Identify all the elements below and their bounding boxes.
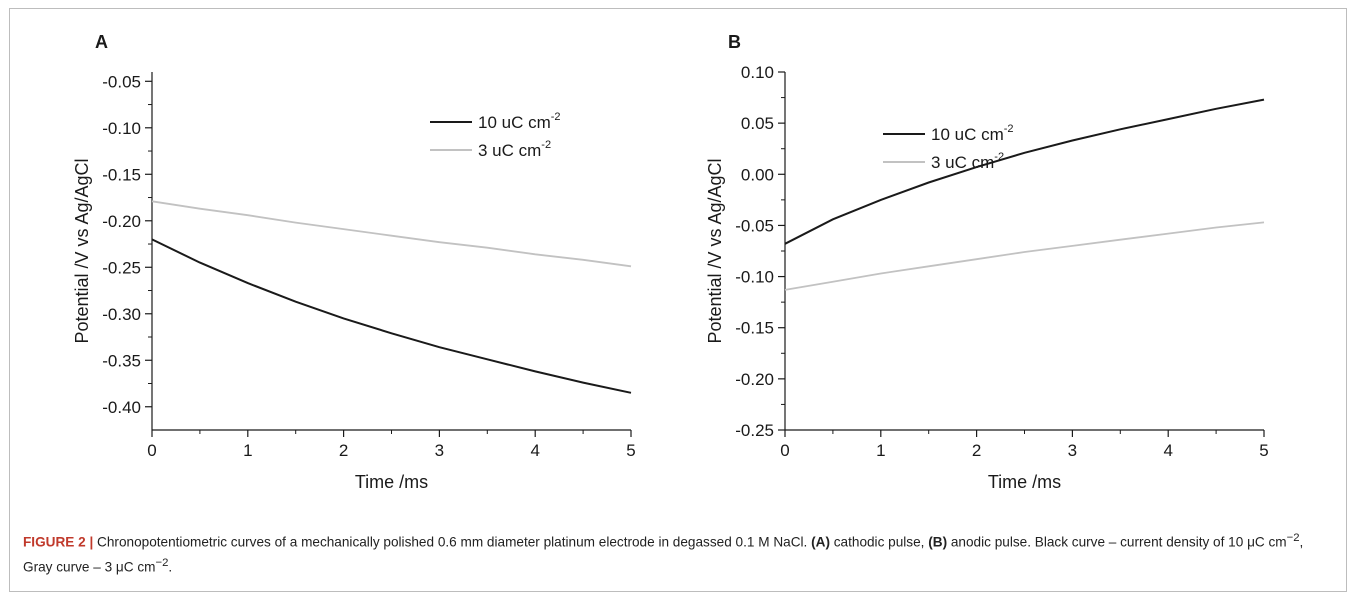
x-tick-label: 2 <box>339 441 348 460</box>
caption-text-1: Chronopotentiometric curves of a mechani… <box>93 534 812 550</box>
y-tick-label: -0.25 <box>735 421 774 440</box>
x-tick-label: 1 <box>876 441 885 460</box>
x-tick-label: 0 <box>780 441 789 460</box>
y-tick-label: 0.10 <box>741 63 774 82</box>
chart-panel-a: A 0 1 2 3 4 5 -0.05 -0.10 -0.15 -0.20 -0.25 -0.30 -0.… <box>72 32 636 492</box>
y-tick-label: -0.20 <box>102 212 141 231</box>
caption-panel-a-ref: (A) <box>811 534 830 550</box>
legend-label-1: 10 uC cm-2 <box>478 111 561 132</box>
chart-panel-b: B 0 1 2 3 4 5 0.10 0.05 0.00 -0.05 -0.10 -0.15 -0.20 -… <box>705 32 1269 492</box>
y-tick-label: 0.05 <box>741 114 774 133</box>
legend-label-2: 3 uC cm-2 <box>478 139 551 160</box>
legend-label-2: 3 uC cm-2 <box>931 151 1004 172</box>
y-tick-label: -0.05 <box>102 72 141 91</box>
x-tick-label: 4 <box>530 441 539 460</box>
x-tick-label: 3 <box>1068 441 1077 460</box>
y-tick-label: -0.25 <box>102 258 141 277</box>
y-tick-label: -0.15 <box>102 165 141 184</box>
series-line-2 <box>784 221 1265 291</box>
x-axis-label: Time /ms <box>355 472 428 492</box>
y-tick-label: -0.10 <box>102 119 141 138</box>
series-line-2 <box>151 200 632 268</box>
y-tick-label: 0.00 <box>741 165 774 184</box>
y-tick-label: -0.35 <box>102 351 141 370</box>
legend-label-superscript: -2 <box>541 139 551 151</box>
figure-caption: FIGURE 2 | Chronopotentiometric curves o… <box>23 528 1333 577</box>
x-tick-label: 5 <box>626 441 635 460</box>
y-tick-label: -0.10 <box>735 268 774 287</box>
y-tick-label: -0.30 <box>102 305 141 324</box>
x-tick-label: 3 <box>435 441 444 460</box>
x-tick-label: 2 <box>972 441 981 460</box>
legend-label-superscript: -2 <box>994 151 1004 163</box>
caption-exponent-2: −2 <box>155 556 169 569</box>
x-tick-label: 4 <box>1163 441 1172 460</box>
y-axis-label: Potential /V vs Ag/AgCl <box>72 158 92 343</box>
y-tick-label: -0.20 <box>735 370 774 389</box>
caption-exponent-1: −2 <box>1286 532 1300 544</box>
caption-text-2: cathodic pulse, <box>829 534 929 550</box>
caption-text-3: anodic pulse. Black curve – current dens… <box>947 534 1287 550</box>
x-tick-label: 5 <box>1259 441 1268 460</box>
legend-label-superscript: -2 <box>1004 123 1014 135</box>
y-tick-label: -0.05 <box>735 216 774 235</box>
legend-label-superscript: -2 <box>551 111 561 123</box>
figure-frame <box>9 8 1347 592</box>
x-tick-label: 0 <box>147 441 156 460</box>
y-tick-label: -0.15 <box>735 319 774 338</box>
x-axis-label: Time /ms <box>988 472 1061 492</box>
figure-label: FIGURE 2 | <box>23 534 94 550</box>
legend-label-1: 10 uC cm-2 <box>931 123 1014 144</box>
y-tick-label: -0.40 <box>102 398 141 417</box>
x-tick-label: 1 <box>243 441 252 460</box>
panel-label-a: A <box>95 32 108 52</box>
caption-text-4: , Gray curve – 3 μC cm <box>23 534 1304 575</box>
caption-panel-b-ref: (B) <box>928 534 948 550</box>
y-axis-label: Potential /V vs Ag/AgCl <box>705 158 725 343</box>
series-line-1 <box>784 98 1265 245</box>
panel-label-b: B <box>728 32 741 52</box>
caption-text-5: . <box>168 559 173 575</box>
series-line-1 <box>151 238 632 394</box>
